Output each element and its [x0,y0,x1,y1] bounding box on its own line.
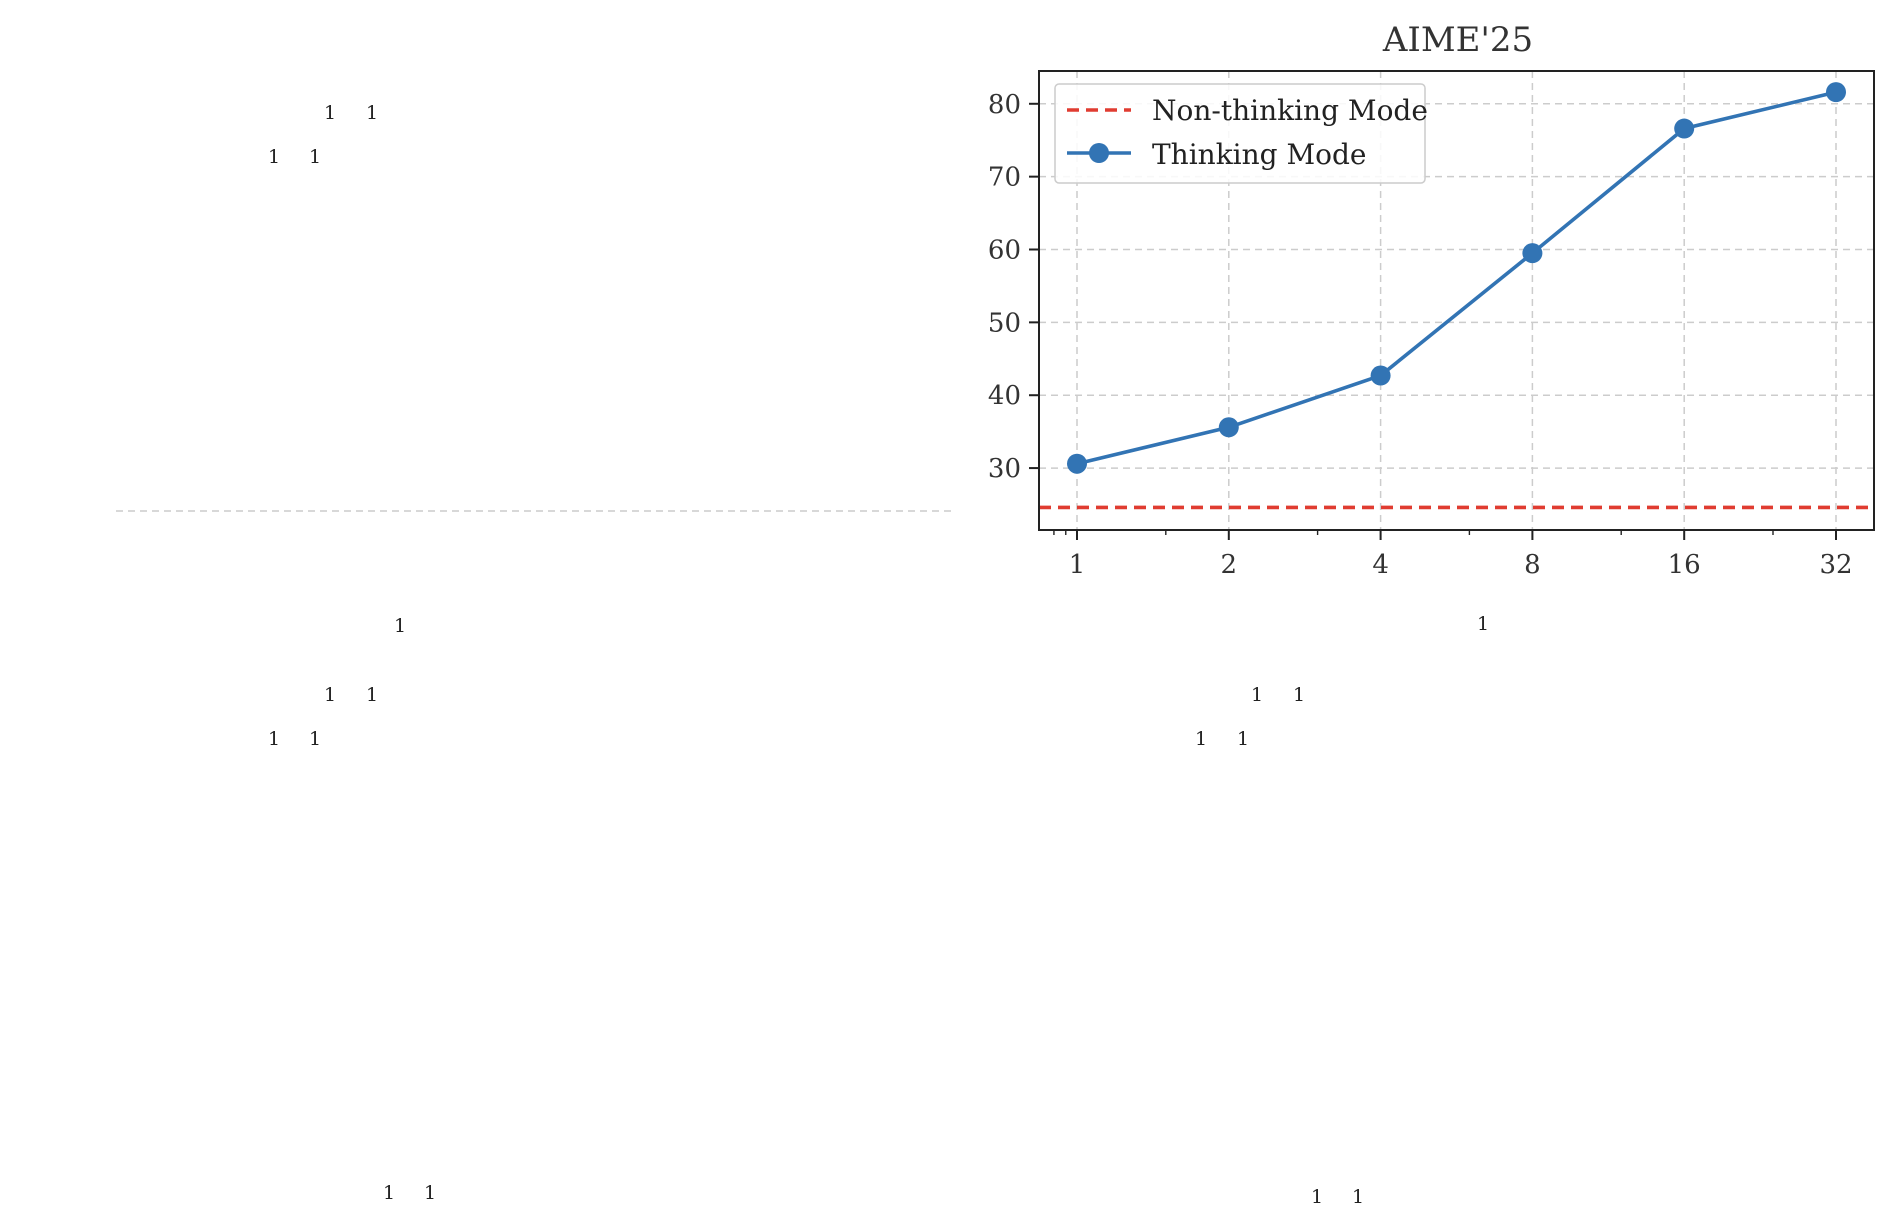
legend-box [1054,83,1426,184]
series-thinking-point [1370,365,1391,386]
chart-aime25: AIME'25 1 2 4 8 16 32 30 40 50 60 70 80 Non-thinki… [988,20,1875,580]
legend-label-non-thinking: Non-thinking Mode [1152,94,1428,127]
legend-label-thinking: Thinking Mode [1152,138,1367,171]
x-tick-label: 1 [1069,550,1086,580]
x-tick-label: 4 [1372,550,1389,580]
stray-glyph: 1 [268,728,280,750]
stray-glyph: 1 [1237,728,1249,750]
legend: Non-thinking Mode Thinking Mode [1054,83,1428,184]
y-tick-label: 60 [988,236,1021,266]
stray-glyph: 1 [309,146,321,168]
y-tick-label: 40 [988,381,1021,411]
x-tick-label: 2 [1221,550,1238,580]
stray-glyph: 1 [268,146,280,168]
stray-glyph: 1 [366,102,378,124]
legend-swatch-thinking-marker [1089,143,1109,163]
series-thinking-point [1826,82,1846,103]
series-thinking-line [1076,90,1837,466]
stray-glyph: 1 [1477,613,1489,635]
major-ticks [1029,102,1837,540]
stray-glyph: 1 [394,615,406,637]
x-tick-labels: 1 2 4 8 16 32 [1069,550,1853,580]
y-tick-label: 70 [988,163,1021,193]
y-tick-labels: 30 40 50 60 70 80 [988,90,1021,484]
stray-glyph: 1 [1352,1186,1364,1208]
series-thinking-point [1674,118,1695,139]
stray-glyph: 1 [1195,728,1207,750]
y-tick-label: 80 [988,90,1021,120]
stray-glyph: 1 [324,102,336,124]
series-thinking-point [1218,417,1239,438]
x-tick-label: 32 [1819,550,1852,580]
plot-frame [1038,70,1875,531]
stray-glyph: 1 [1311,1186,1323,1208]
stray-glyph: 1 [324,684,336,706]
stray-glyph: 1 [1293,684,1305,706]
y-tick-label: 30 [988,454,1021,484]
stray-glyph: 1 [424,1182,436,1204]
chart-title: AIME'25 [1382,20,1533,60]
series-thinking-point [1522,243,1543,264]
stray-glyph: 1 [1251,684,1263,706]
y-tick-label: 50 [988,308,1021,338]
x-tick-label: 16 [1668,550,1701,580]
series-thinking-point [1067,453,1087,474]
stray-glyph: 1 [309,728,321,750]
stray-glyph: 1 [366,684,378,706]
stray-glyphs: 1 11 111 11 111 11 11 1 1 1 [268,102,1489,1208]
stray-glyph: 1 [383,1182,395,1204]
series-layer [1039,82,1874,510]
x-tick-label: 8 [1524,550,1541,580]
